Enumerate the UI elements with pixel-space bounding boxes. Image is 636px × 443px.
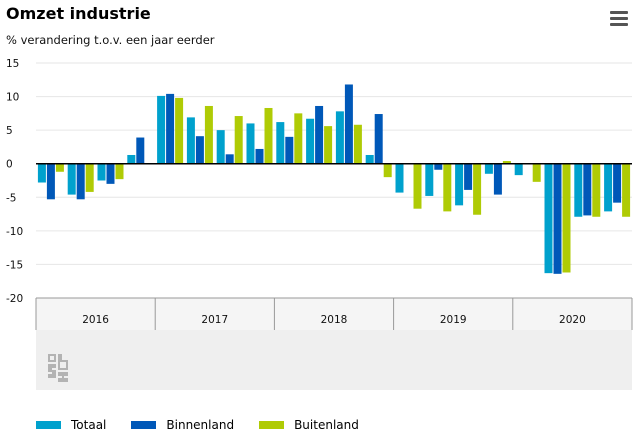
y-tick-label: -15 bbox=[6, 259, 23, 271]
bar-buitenland[interactable] bbox=[264, 107, 273, 164]
chart-title: Omzet industrie bbox=[6, 4, 151, 23]
bar-binnenland[interactable] bbox=[136, 137, 145, 164]
x-group-label: 2017 bbox=[201, 314, 228, 326]
bar-totaal[interactable] bbox=[306, 118, 315, 164]
legend-swatch-totaal bbox=[36, 421, 61, 429]
grid-lines bbox=[36, 62, 632, 299]
bar-binnenland[interactable] bbox=[225, 154, 234, 164]
bar-buitenland[interactable] bbox=[622, 163, 631, 217]
bar-totaal[interactable] bbox=[544, 163, 553, 274]
y-tick-label: 10 bbox=[6, 92, 19, 104]
legend-label-buitenland: Buitenland bbox=[294, 418, 359, 432]
bar-binnenland[interactable] bbox=[583, 163, 592, 216]
y-tick-label: 15 bbox=[6, 58, 19, 70]
x-group-label: 2016 bbox=[82, 314, 109, 326]
x-group-label: 2018 bbox=[321, 314, 348, 326]
legend-item-buitenland[interactable]: Buitenland bbox=[259, 418, 359, 432]
bar-buitenland[interactable] bbox=[502, 161, 511, 164]
x-axis-band bbox=[36, 298, 632, 330]
bars bbox=[37, 84, 631, 274]
bar-buitenland[interactable] bbox=[115, 163, 124, 180]
bar-totaal[interactable] bbox=[425, 163, 434, 196]
bar-binnenland[interactable] bbox=[344, 84, 353, 164]
legend-item-binnenland[interactable]: Binnenland bbox=[131, 418, 234, 432]
bar-totaal[interactable] bbox=[276, 122, 285, 164]
bar-binnenland[interactable] bbox=[493, 163, 502, 195]
bar-buitenland[interactable] bbox=[234, 116, 243, 164]
bar-buitenland[interactable] bbox=[443, 163, 452, 212]
bar-binnenland[interactable] bbox=[46, 163, 55, 200]
bar-totaal[interactable] bbox=[67, 163, 76, 195]
chart-subtitle: % verandering t.o.v. een jaar eerder bbox=[6, 33, 215, 47]
bar-totaal[interactable] bbox=[574, 163, 583, 217]
bar-totaal[interactable] bbox=[186, 117, 195, 164]
bar-totaal[interactable] bbox=[246, 123, 255, 164]
bar-totaal[interactable] bbox=[455, 163, 464, 206]
legend: Totaal Binnenland Buitenland bbox=[36, 418, 359, 432]
legend-swatch-buitenland bbox=[259, 421, 285, 429]
bar-totaal[interactable] bbox=[514, 163, 523, 176]
bar-binnenland[interactable] bbox=[464, 163, 473, 190]
bar-buitenland[interactable] bbox=[413, 163, 422, 209]
y-tick-label: -20 bbox=[6, 293, 23, 305]
bar-buitenland[interactable] bbox=[55, 163, 64, 172]
bar-binnenland[interactable] bbox=[255, 148, 264, 164]
bar-binnenland[interactable] bbox=[613, 163, 622, 203]
bar-buitenland[interactable] bbox=[383, 163, 392, 178]
bar-totaal[interactable] bbox=[395, 163, 404, 193]
navigator[interactable] bbox=[36, 330, 632, 390]
bar-totaal[interactable] bbox=[97, 163, 106, 181]
x-group-label: 2020 bbox=[559, 314, 586, 326]
bar-binnenland[interactable] bbox=[76, 163, 85, 200]
bar-buitenland[interactable] bbox=[562, 163, 571, 273]
bar-totaal[interactable] bbox=[604, 163, 613, 212]
legend-label-binnenland: Binnenland bbox=[166, 418, 235, 432]
y-tick-label: -5 bbox=[6, 192, 16, 204]
bar-buitenland[interactable] bbox=[175, 97, 184, 164]
bar-binnenland[interactable] bbox=[434, 163, 443, 170]
bar-binnenland[interactable] bbox=[553, 163, 562, 274]
bar-binnenland[interactable] bbox=[166, 93, 175, 164]
bar-buitenland[interactable] bbox=[324, 126, 333, 164]
legend-label-totaal: Totaal bbox=[71, 418, 107, 432]
x-axis: 2016 2017 2018 2019 2020 bbox=[35, 162, 633, 330]
x-group-label: 2019 bbox=[440, 314, 467, 326]
y-tick-label: -10 bbox=[6, 226, 23, 238]
legend-swatch-binnenland bbox=[131, 421, 157, 429]
bar-buitenland[interactable] bbox=[85, 163, 94, 192]
bar-totaal[interactable] bbox=[216, 130, 225, 164]
bar-totaal[interactable] bbox=[37, 163, 46, 183]
bar-binnenland[interactable] bbox=[315, 105, 324, 164]
legend-item-totaal[interactable]: Totaal bbox=[36, 418, 106, 432]
bar-binnenland[interactable] bbox=[285, 136, 294, 164]
y-tick-label: 5 bbox=[6, 125, 13, 137]
bar-totaal[interactable] bbox=[365, 154, 374, 164]
bar-buitenland[interactable] bbox=[473, 163, 482, 215]
bar-totaal[interactable] bbox=[335, 111, 344, 164]
bar-totaal[interactable] bbox=[157, 95, 166, 164]
bar-buitenland[interactable] bbox=[592, 163, 601, 217]
bar-binnenland[interactable] bbox=[106, 163, 115, 184]
bar-totaal[interactable] bbox=[127, 154, 136, 164]
bar-binnenland[interactable] bbox=[374, 114, 383, 164]
bar-buitenland[interactable] bbox=[204, 105, 213, 164]
y-axis-labels: -20 -15 -10 -5 0 5 10 15 bbox=[6, 58, 23, 305]
bar-binnenland[interactable] bbox=[195, 136, 204, 164]
navigator-area[interactable] bbox=[36, 330, 632, 390]
hamburger-menu-icon[interactable] bbox=[610, 11, 628, 26]
bar-buitenland[interactable] bbox=[353, 124, 362, 164]
y-tick-label: 0 bbox=[6, 159, 13, 171]
bar-totaal[interactable] bbox=[484, 163, 493, 174]
bar-buitenland[interactable] bbox=[294, 113, 303, 164]
bar-buitenland[interactable] bbox=[532, 163, 541, 182]
cbs-logo-icon bbox=[48, 354, 68, 382]
